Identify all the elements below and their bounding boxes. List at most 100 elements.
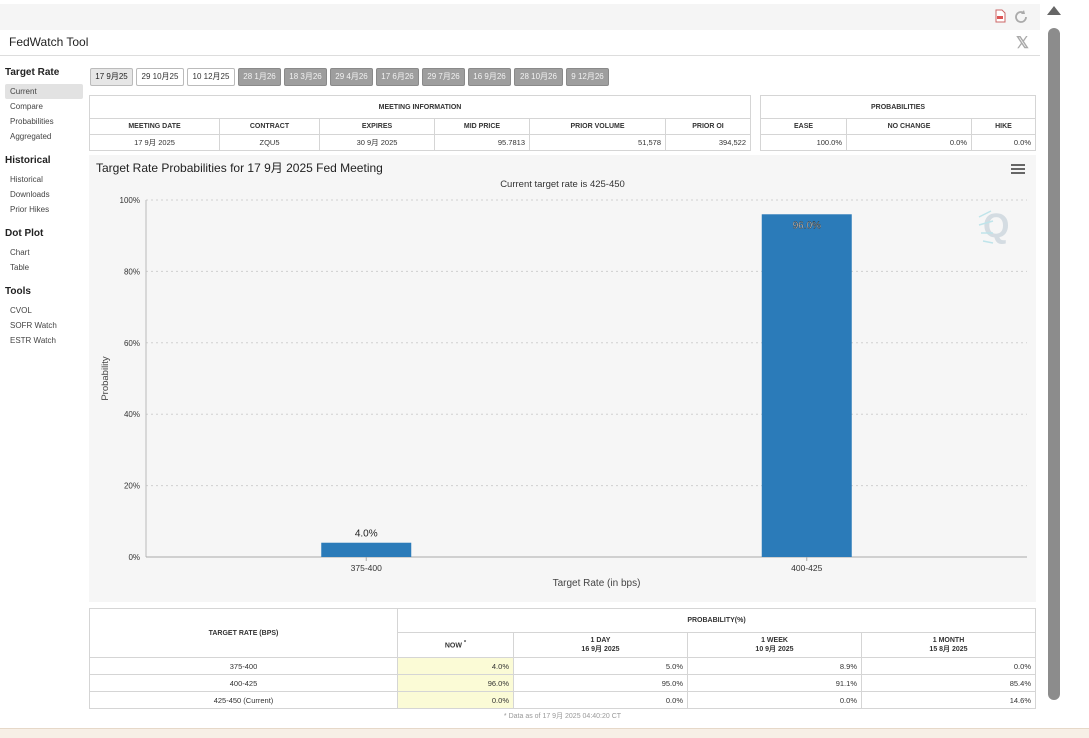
- hamburger-menu-icon[interactable]: [1011, 164, 1025, 175]
- meeting-tab[interactable]: 9 12月26: [566, 68, 609, 86]
- value-cell: 85.4%: [861, 674, 1036, 692]
- value-cell: 0.0%: [687, 691, 862, 709]
- title-bar: FedWatch Tool 𝕏: [0, 30, 1040, 56]
- chart-bar: [321, 542, 412, 557]
- column-sublabel: 15 8月 2025: [929, 645, 968, 653]
- bar-data-label: 4.0%: [355, 529, 378, 540]
- top-toolbar: [0, 4, 1040, 30]
- y-tick-label: 80%: [124, 267, 140, 276]
- q-logo-icon: Q: [978, 207, 1009, 245]
- column-header: MEETING DATE: [89, 118, 220, 135]
- meeting-tab[interactable]: 10 12月25: [187, 68, 235, 86]
- meeting-tab[interactable]: 16 9月26: [468, 68, 511, 86]
- column-sublabel: 10 9月 2025: [755, 645, 794, 653]
- meeting-tab[interactable]: 17 9月25: [90, 68, 133, 86]
- column-header: NO CHANGE: [846, 118, 972, 135]
- sidebar-item-aggregated[interactable]: Aggregated: [10, 132, 52, 141]
- column-header: EASE: [760, 118, 847, 135]
- value-cell: 8.9%: [687, 657, 862, 675]
- rate-cell: 400-425: [89, 674, 398, 692]
- probability-group-header: PROBABILITY(%): [397, 608, 1036, 633]
- sidebar-item-chart[interactable]: Chart: [10, 248, 30, 257]
- table-row: 425-450 (Current) 0.0% 0.0% 0.0% 14.6%: [89, 691, 1036, 709]
- meeting-tab[interactable]: 18 3月26: [284, 68, 327, 86]
- expires-value: 30 9月 2025: [319, 134, 435, 151]
- y-tick-label: 100%: [120, 196, 140, 205]
- value-cell: 0.0%: [861, 657, 1036, 675]
- column-header-1-week: 1 WEEK 10 9月 2025: [687, 632, 862, 658]
- data-timestamp-footnote: * Data as of 17 9月 2025 04:40:20 CT: [503, 713, 622, 720]
- x-logo-icon[interactable]: 𝕏: [1016, 35, 1029, 52]
- x-tick-label: 375-400: [351, 563, 382, 573]
- y-tick-label: 0%: [128, 553, 140, 562]
- now-cell: 4.0%: [397, 657, 514, 675]
- table-row: 400-425 96.0% 95.0% 91.1% 85.4%: [89, 674, 1036, 692]
- column-label: 1 WEEK: [761, 636, 788, 644]
- meeting-tab[interactable]: 17 6月26: [376, 68, 419, 86]
- table-row: 100.0% 0.0% 0.0%: [760, 134, 1036, 151]
- sidebar: Target Rate Current Compare Probabilitie…: [5, 66, 83, 348]
- pdf-icon[interactable]: [992, 9, 1008, 25]
- chart-panel: Target Rate Probabilities for 17 9月 2025…: [89, 155, 1036, 602]
- column-header-1-month: 1 MONTH 15 8月 2025: [861, 632, 1036, 658]
- target-rate-header: TARGET RATE (BPS): [89, 608, 398, 658]
- x-axis-title: Target Rate (in bps): [553, 578, 641, 589]
- now-cell: 96.0%: [397, 674, 514, 692]
- value-cell: 0.0%: [513, 691, 688, 709]
- chart-title: Target Rate Probabilities for 17 9月 2025…: [96, 161, 383, 175]
- chart-subtitle: Current target rate is 425-450: [500, 179, 625, 190]
- no-change-value: 0.0%: [846, 134, 972, 151]
- sidebar-section-title: Dot Plot: [5, 228, 44, 239]
- scrollbar[interactable]: [1045, 4, 1063, 704]
- meeting-tab[interactable]: 29 7月26: [422, 68, 465, 86]
- chart-bar: [761, 214, 852, 557]
- window-title: FedWatch Tool: [9, 35, 89, 49]
- meeting-tab[interactable]: 29 10月25: [136, 68, 184, 86]
- sidebar-item-downloads[interactable]: Downloads: [10, 190, 50, 199]
- meeting-date-value: 17 9月 2025: [89, 134, 220, 151]
- meeting-info-table: MEETING INFORMATION MEETING DATE CONTRAC…: [89, 95, 751, 151]
- table-row: 375-400 4.0% 5.0% 8.9% 0.0%: [89, 657, 1036, 675]
- scroll-thumb[interactable]: [1048, 28, 1060, 700]
- sidebar-item-estr-watch[interactable]: ESTR Watch: [10, 336, 56, 345]
- column-header: CONTRACT: [219, 118, 320, 135]
- column-header: PRIOR VOLUME: [529, 118, 666, 135]
- sidebar-item-compare[interactable]: Compare: [10, 102, 43, 111]
- column-header: PRIOR OI: [665, 118, 751, 135]
- table-row: 17 9月 2025 ZQU5 30 9月 2025 95.7813 51,57…: [89, 134, 751, 151]
- rate-cell: 425-450 (Current): [89, 691, 398, 709]
- prior-oi-value: 394,522: [665, 134, 751, 151]
- column-label: 1 DAY: [590, 636, 611, 644]
- prior-volume-value: 51,578: [529, 134, 666, 151]
- meeting-tab[interactable]: 29 4月26: [330, 68, 373, 86]
- column-label: 1 MONTH: [932, 636, 965, 644]
- value-cell: 5.0%: [513, 657, 688, 675]
- scroll-up-icon[interactable]: [1047, 6, 1061, 15]
- column-sublabel: 16 9月 2025: [581, 645, 620, 653]
- sidebar-item-probabilities[interactable]: Probabilities: [10, 117, 54, 126]
- hike-value: 0.0%: [971, 134, 1036, 151]
- sidebar-section-title: Tools: [5, 286, 31, 297]
- sidebar-item-sofr-watch[interactable]: SOFR Watch: [10, 321, 57, 330]
- bar-data-label: 96.0%: [793, 220, 821, 231]
- probabilities-summary-table: PROBABILITIES EASE NO CHANGE HIKE 100.0%…: [760, 95, 1036, 151]
- meeting-tab[interactable]: 28 1月26: [238, 68, 281, 86]
- now-cell: 0.0%: [397, 691, 514, 709]
- column-header: HIKE: [971, 118, 1036, 135]
- x-tick-label: 400-425: [791, 563, 822, 573]
- sidebar-item-prior-hikes[interactable]: Prior Hikes: [10, 205, 50, 214]
- sidebar-item-cvol[interactable]: CVOL: [10, 306, 32, 315]
- meeting-tab[interactable]: 28 10月26: [514, 68, 563, 86]
- y-axis-title: Probability: [100, 356, 111, 401]
- column-header: MID PRICE: [434, 118, 530, 135]
- sidebar-item-historical[interactable]: Historical: [10, 175, 43, 184]
- now-marker: *: [463, 640, 467, 647]
- mid-price-value: 95.7813: [434, 134, 530, 151]
- sidebar-item-table[interactable]: Table: [10, 263, 30, 272]
- contract-value: ZQU5: [219, 134, 320, 151]
- sidebar-section-title: Target Rate: [5, 67, 60, 78]
- refresh-icon[interactable]: [1013, 9, 1029, 25]
- ease-value: 100.0%: [760, 134, 847, 151]
- sidebar-item-current[interactable]: Current: [5, 84, 83, 99]
- y-tick-label: 40%: [124, 410, 140, 419]
